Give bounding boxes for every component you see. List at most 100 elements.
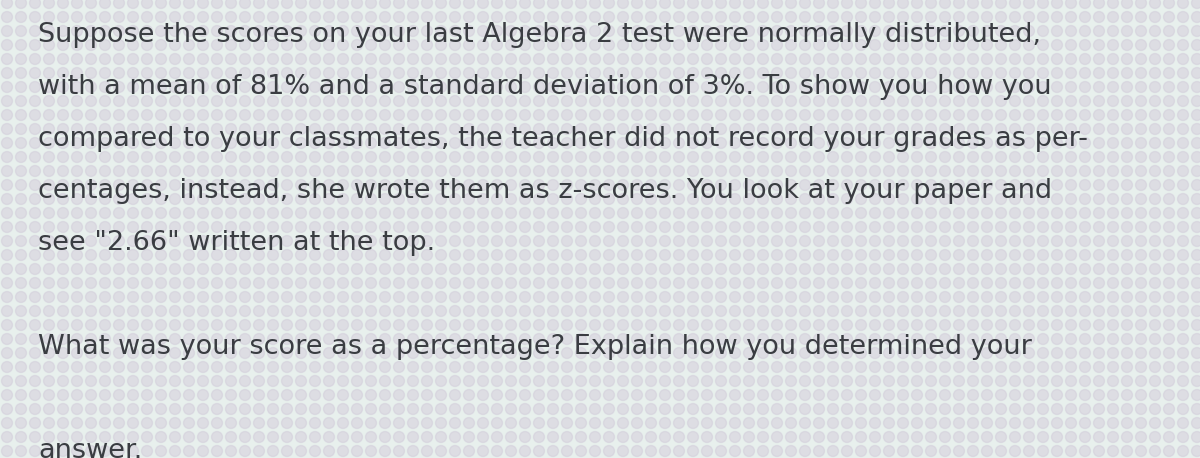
Circle shape <box>1038 305 1049 316</box>
Circle shape <box>1038 207 1049 218</box>
Circle shape <box>898 193 908 205</box>
Circle shape <box>589 291 600 302</box>
Circle shape <box>1051 446 1062 457</box>
Circle shape <box>1108 333 1118 344</box>
Circle shape <box>72 137 83 148</box>
Circle shape <box>450 39 461 50</box>
Circle shape <box>379 152 390 163</box>
Circle shape <box>925 180 936 191</box>
Circle shape <box>156 431 167 442</box>
Circle shape <box>114 82 125 93</box>
Circle shape <box>310 109 320 120</box>
Circle shape <box>631 333 642 344</box>
Circle shape <box>967 193 978 205</box>
Circle shape <box>618 278 629 289</box>
Circle shape <box>870 180 881 191</box>
Circle shape <box>1051 11 1062 22</box>
Circle shape <box>1108 278 1118 289</box>
Circle shape <box>1051 431 1062 442</box>
Circle shape <box>463 348 474 359</box>
Circle shape <box>1024 250 1034 261</box>
Circle shape <box>1009 431 1020 442</box>
Circle shape <box>1066 250 1076 261</box>
Circle shape <box>337 39 348 50</box>
Circle shape <box>379 11 390 22</box>
Circle shape <box>520 403 530 414</box>
Circle shape <box>72 124 83 135</box>
Circle shape <box>463 431 474 442</box>
Circle shape <box>1192 67 1200 78</box>
Circle shape <box>1051 291 1062 302</box>
Circle shape <box>715 109 726 120</box>
Circle shape <box>492 152 503 163</box>
Circle shape <box>394 418 404 429</box>
Circle shape <box>1024 361 1034 372</box>
Circle shape <box>520 389 530 400</box>
Circle shape <box>576 180 587 191</box>
Circle shape <box>757 389 768 400</box>
Circle shape <box>58 54 68 65</box>
Circle shape <box>16 222 26 233</box>
Circle shape <box>1177 348 1188 359</box>
Circle shape <box>1164 320 1175 331</box>
Circle shape <box>366 291 377 302</box>
Circle shape <box>169 263 180 274</box>
Circle shape <box>1093 278 1104 289</box>
Circle shape <box>394 222 404 233</box>
Circle shape <box>1177 124 1188 135</box>
Circle shape <box>660 152 671 163</box>
Circle shape <box>295 67 306 78</box>
Circle shape <box>1080 403 1091 414</box>
Circle shape <box>478 348 488 359</box>
Circle shape <box>337 0 348 9</box>
Circle shape <box>744 137 755 148</box>
Circle shape <box>757 320 768 331</box>
Circle shape <box>547 222 558 233</box>
Circle shape <box>673 0 684 9</box>
Circle shape <box>730 403 740 414</box>
Circle shape <box>478 26 488 37</box>
Circle shape <box>715 11 726 22</box>
Circle shape <box>1150 431 1160 442</box>
Circle shape <box>856 82 866 93</box>
Circle shape <box>282 222 293 233</box>
Circle shape <box>730 137 740 148</box>
Circle shape <box>757 278 768 289</box>
Circle shape <box>436 320 446 331</box>
Circle shape <box>58 96 68 107</box>
Circle shape <box>618 446 629 457</box>
Circle shape <box>1150 0 1160 9</box>
Circle shape <box>366 137 377 148</box>
Circle shape <box>534 82 545 93</box>
Circle shape <box>450 109 461 120</box>
Circle shape <box>268 305 278 316</box>
Circle shape <box>883 193 894 205</box>
Circle shape <box>282 403 293 414</box>
Circle shape <box>421 124 432 135</box>
Circle shape <box>394 263 404 274</box>
Circle shape <box>352 67 362 78</box>
Circle shape <box>870 291 881 302</box>
Circle shape <box>757 152 768 163</box>
Circle shape <box>169 291 180 302</box>
Circle shape <box>1093 446 1104 457</box>
Circle shape <box>1038 67 1049 78</box>
Circle shape <box>631 431 642 442</box>
Circle shape <box>408 11 419 22</box>
Circle shape <box>996 137 1007 148</box>
Circle shape <box>450 403 461 414</box>
Circle shape <box>799 222 810 233</box>
Circle shape <box>660 333 671 344</box>
Circle shape <box>337 278 348 289</box>
Circle shape <box>1038 109 1049 120</box>
Circle shape <box>1093 26 1104 37</box>
Circle shape <box>156 152 167 163</box>
Circle shape <box>324 96 335 107</box>
Circle shape <box>814 67 824 78</box>
Circle shape <box>1051 348 1062 359</box>
Circle shape <box>352 403 362 414</box>
Circle shape <box>814 165 824 176</box>
Circle shape <box>870 263 881 274</box>
Circle shape <box>169 11 180 22</box>
Circle shape <box>1135 376 1146 387</box>
